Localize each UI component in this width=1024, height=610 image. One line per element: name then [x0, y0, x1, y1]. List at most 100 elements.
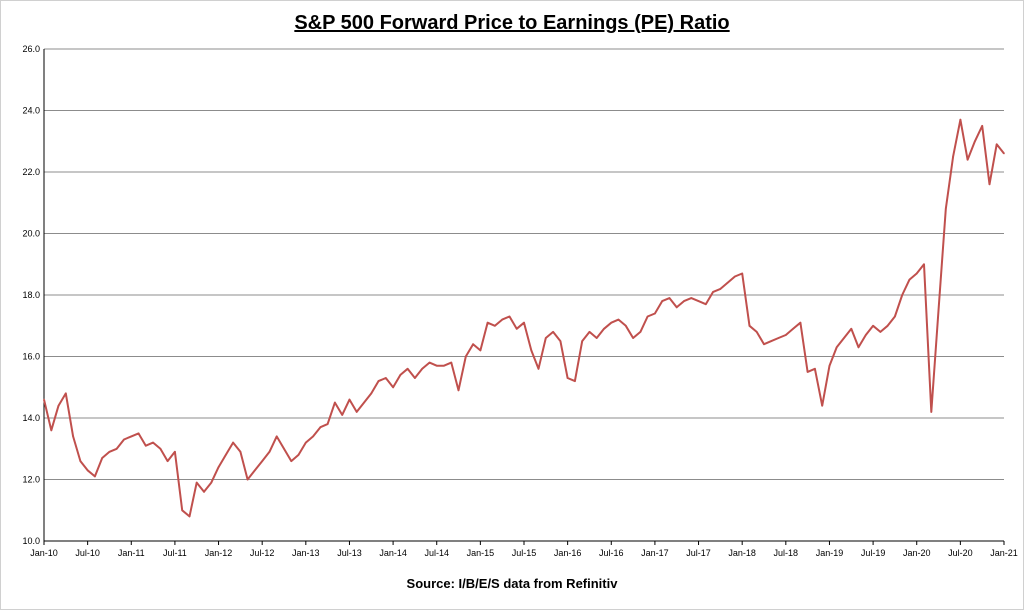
data-point [923, 263, 925, 266]
data-point [828, 364, 831, 367]
data-point [210, 481, 213, 484]
data-point [377, 380, 380, 382]
data-point [683, 300, 685, 302]
data-point [363, 401, 365, 404]
chart-title: S&P 500 Forward Price to Earnings (PE) R… [294, 12, 730, 34]
x-tick-label: Jan-19 [816, 548, 844, 558]
data-point [334, 401, 336, 404]
data-point [581, 340, 583, 342]
data-point [65, 392, 67, 395]
data-point [872, 325, 874, 327]
data-point [123, 438, 125, 441]
x-tick-label: Jan-13 [292, 548, 320, 558]
data-point [712, 291, 714, 293]
y-tick-label: 18.0 [22, 290, 40, 300]
data-point [290, 460, 293, 462]
data-point [835, 346, 838, 349]
data-point [748, 325, 751, 327]
x-tick-label: Jan-18 [728, 548, 756, 558]
x-tick-label: Jan-12 [205, 548, 233, 558]
data-point [523, 321, 525, 324]
data-point [268, 451, 271, 453]
data-point [319, 426, 322, 429]
data-point [385, 377, 387, 379]
data-point [603, 328, 605, 330]
x-tick-label: Jan-21 [990, 548, 1018, 558]
y-tick-label: 20.0 [22, 229, 40, 239]
x-tick-label: Jan-15 [467, 548, 495, 558]
data-point [654, 312, 656, 315]
data-point [915, 272, 918, 275]
data-point [515, 328, 518, 330]
data-point [159, 448, 162, 450]
data-point [734, 275, 736, 278]
y-tick-label: 12.0 [22, 475, 40, 485]
data-point [225, 454, 227, 456]
data-point [108, 451, 111, 453]
x-axis-ticks: Jan-10 Jul-10 Jan-11 Jul-11 Jan-12 Jul-12 Jan-… [30, 541, 1018, 558]
data-point [981, 125, 983, 127]
data-point [283, 448, 285, 450]
data-point [246, 478, 249, 481]
data-point [625, 325, 627, 327]
data-point [559, 340, 562, 342]
data-point [988, 183, 991, 186]
data-point [995, 143, 998, 146]
data-point [130, 435, 133, 438]
y-tick-label: 24.0 [22, 106, 40, 116]
data-point [312, 435, 314, 438]
data-point [661, 300, 663, 302]
data-point [574, 380, 576, 382]
data-point [261, 460, 264, 462]
y-tick-label: 10.0 [22, 536, 40, 546]
data-point [479, 349, 482, 352]
data-point [465, 355, 467, 358]
data-point [188, 515, 191, 518]
data-point [974, 140, 976, 143]
y-axis-ticks: 10.0 12.0 14.0 16.0 18.0 20.0 22.0 24.0 26.0 [22, 44, 40, 546]
data-point [595, 337, 598, 339]
data-point [937, 309, 940, 312]
y-tick-label: 26.0 [22, 44, 40, 54]
data-point [355, 411, 358, 413]
data-point [675, 306, 678, 309]
data-point [632, 337, 634, 339]
data-point [166, 460, 169, 462]
data-point [428, 361, 431, 364]
data-point [450, 361, 453, 364]
data-point [115, 448, 118, 450]
x-tick-label: Jan-16 [554, 548, 582, 558]
data-point [341, 414, 344, 416]
data-point [799, 321, 802, 324]
data-point [305, 441, 307, 444]
data-point [865, 334, 867, 336]
data-point [457, 389, 460, 392]
data-point [1003, 152, 1005, 155]
data-point [530, 349, 533, 352]
data-point [952, 155, 954, 158]
data-point [705, 303, 707, 306]
data-point [814, 368, 816, 370]
data-point [101, 457, 103, 459]
data-point [414, 377, 416, 379]
x-tick-label: Jul-10 [75, 548, 100, 558]
data-point [137, 432, 140, 435]
data-point [617, 318, 620, 321]
y-tick-label: 22.0 [22, 167, 40, 177]
data-point [806, 371, 809, 373]
data-point [239, 451, 242, 453]
x-tick-label: Jul-20 [948, 548, 973, 558]
gridlines [43, 48, 1004, 542]
x-tick-label: Jul-14 [424, 548, 449, 558]
data-point [195, 481, 198, 484]
y-tick-label: 16.0 [22, 352, 40, 362]
data-point [392, 386, 394, 389]
data-point [370, 392, 373, 395]
x-tick-label: Jul-11 [163, 548, 187, 558]
data-point [275, 435, 278, 438]
y-tick-label: 14.0 [22, 413, 40, 423]
data-point [668, 297, 671, 299]
data-point [770, 340, 773, 342]
